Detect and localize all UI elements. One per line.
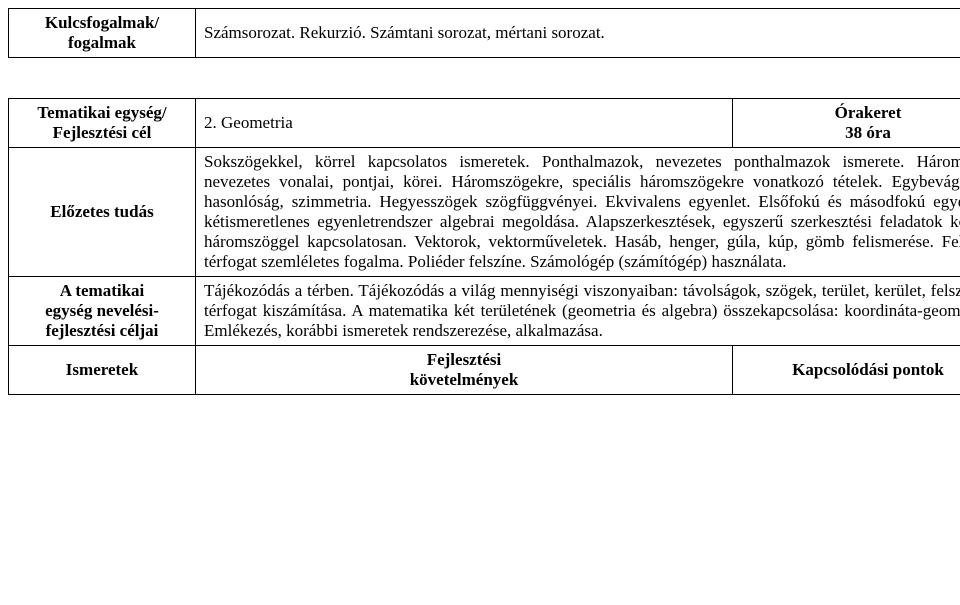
goals-label-cell: A tematikai egység nevelési- fejlesztési… <box>9 277 196 346</box>
header-kapcsolodasi-cell: Kapcsolódási pontok <box>733 346 960 395</box>
concepts-label-line2: fogalmak <box>17 33 187 53</box>
hours-label: Órakeret <box>741 103 960 123</box>
prior-knowledge-body-cell: Sokszögekkel, körrel kapcsolatos ismeret… <box>196 148 960 277</box>
concepts-content-cell: Számsorozat. Rekurzió. Számtani sorozat,… <box>196 9 960 58</box>
prior-knowledge-label: Előzetes tudás <box>50 202 153 221</box>
header-ismeretek-cell: Ismeretek <box>9 346 196 395</box>
thematic-unit-line1: Tematikai egység/ <box>17 103 187 123</box>
table-row: Kulcsfogalmak/ fogalmak Számsorozat. Rek… <box>9 9 960 58</box>
goals-line1: A tematikai <box>17 281 187 301</box>
table-row: A tematikai egység nevelési- fejlesztési… <box>9 277 960 346</box>
goals-text: Tájékozódás a térben. Tájékozódás a vilá… <box>204 281 960 340</box>
header-kapcsolodasi: Kapcsolódási pontok <box>792 360 944 379</box>
thematic-unit-line2: Fejlesztési cél <box>17 123 187 143</box>
header-fejlesztesi-cell: Fejlesztési követelmények <box>196 346 733 395</box>
spacer <box>8 58 952 98</box>
concepts-table: Kulcsfogalmak/ fogalmak Számsorozat. Rek… <box>8 8 960 58</box>
unit-title-cell: 2. Geometria <box>196 99 733 148</box>
hours-cell: Órakeret 38 óra <box>733 99 960 148</box>
goals-line2: egység nevelési- <box>17 301 187 321</box>
curriculum-table: Tematikai egység/ Fejlesztési cél 2. Geo… <box>8 98 960 395</box>
thematic-unit-label-cell: Tematikai egység/ Fejlesztési cél <box>9 99 196 148</box>
header-fejlesztesi-line1: Fejlesztési <box>204 350 724 370</box>
header-ismeretek: Ismeretek <box>66 360 138 379</box>
goals-body-cell: Tájékozódás a térben. Tájékozódás a vilá… <box>196 277 960 346</box>
header-fejlesztesi-line2: követelmények <box>204 370 724 390</box>
table-row: Előzetes tudás Sokszögekkel, körrel kapc… <box>9 148 960 277</box>
prior-knowledge-label-cell: Előzetes tudás <box>9 148 196 277</box>
table-row: Tematikai egység/ Fejlesztési cél 2. Geo… <box>9 99 960 148</box>
prior-knowledge-text: Sokszögekkel, körrel kapcsolatos ismeret… <box>204 152 960 271</box>
table-row: Ismeretek Fejlesztési követelmények Kapc… <box>9 346 960 395</box>
goals-line3: fejlesztési céljai <box>17 321 187 341</box>
hours-value: 38 óra <box>741 123 960 143</box>
concepts-text: Számsorozat. Rekurzió. Számtani sorozat,… <box>204 23 605 42</box>
unit-title: 2. Geometria <box>204 113 293 132</box>
concepts-label-line1: Kulcsfogalmak/ <box>17 13 187 33</box>
concepts-label-cell: Kulcsfogalmak/ fogalmak <box>9 9 196 58</box>
